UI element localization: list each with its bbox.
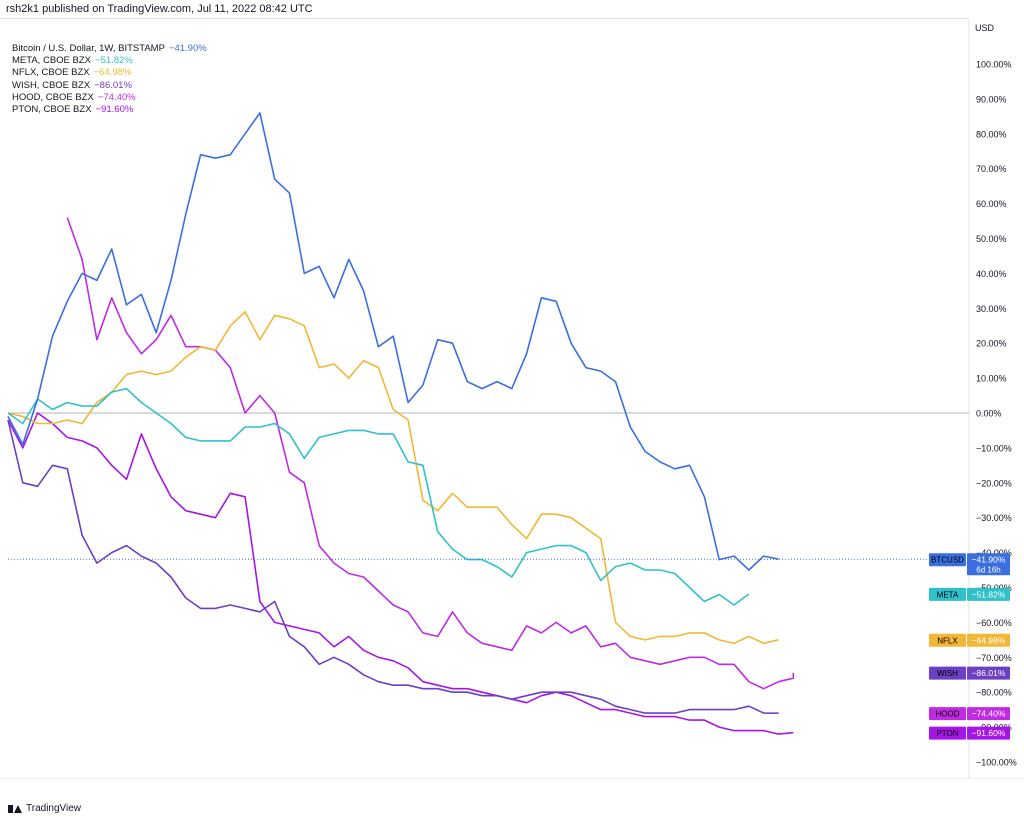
value-tag-ticker-bg	[929, 707, 966, 721]
value-tag-value: −64.98%	[972, 635, 1006, 645]
value-tag-value-bg	[967, 553, 1010, 576]
legend-series-name: META, CBOE BZX	[12, 55, 92, 67]
value-tag-ticker-bg	[929, 666, 966, 680]
series-line-meta	[7, 387, 750, 606]
legend-row[interactable]: PTON, CBOE BZX −91.60%	[12, 104, 207, 116]
value-tag-ticker-bg	[929, 587, 966, 601]
series-line-pton	[7, 412, 794, 735]
legend-row[interactable]: WISH, CBOE BZX −86.01%	[12, 80, 207, 92]
value-tag-value-bg	[967, 633, 1010, 647]
value-tag-ticker: BTCUSD	[931, 556, 964, 565]
footer: TradingView	[8, 803, 81, 814]
value-tag-pton: PTON −91.60%	[929, 726, 1010, 740]
y-tick-label: −80.00%	[976, 688, 1012, 698]
legend-series-value: −74.40%	[97, 91, 136, 103]
y-tick-label: 60.00%	[976, 199, 1007, 209]
y-tick-label: 0.00%	[976, 409, 1002, 419]
value-tag-ticker: PTON	[936, 729, 958, 738]
footer-brand: TradingView	[26, 803, 82, 814]
legend-series-name: PTON, CBOE BZX	[12, 104, 92, 116]
chart-area[interactable]: 100.00% 90.00% 80.00% 70.00% 60.00% 50.00% 40.…	[0, 18, 1024, 779]
value-tag-ticker: META	[937, 590, 959, 599]
value-tag-meta: META −51.82%	[929, 587, 1010, 601]
series-line-nflx	[7, 310, 779, 645]
value-tag-hood: HOOD −74.40%	[929, 707, 1010, 721]
legend-series-name: Bitcoin / U.S. Dollar, 1W, BITSTAMP	[12, 43, 165, 54]
y-tick-label: −60.00%	[976, 618, 1012, 628]
value-tag-value-bg	[967, 587, 1010, 601]
value-tag-nflx: NFLX −64.98%	[929, 633, 1010, 647]
series-line-hood	[66, 217, 795, 690]
value-tag-countdown: 6d 16h	[976, 566, 1000, 575]
value-tag-value: −86.01%	[972, 668, 1006, 678]
value-tag-ticker-bg	[929, 633, 966, 647]
value-tag-btcusd: BTCUSD −41.90%6d 16h	[929, 553, 1010, 576]
y-tick-label: 50.00%	[976, 234, 1007, 244]
y-tick-label: 90.00%	[976, 94, 1007, 104]
value-tag-ticker: NFLX	[937, 636, 958, 645]
y-tick-label: −30.00%	[976, 513, 1012, 523]
y-tick-label: 30.00%	[976, 304, 1007, 314]
value-tag-value-bg	[967, 707, 1010, 721]
series-line-wish	[7, 419, 779, 714]
value-tag-wish: WISH −86.01%	[929, 666, 1010, 680]
legend: Bitcoin / U.S. Dollar, 1W, BITSTAMP −41.9…	[12, 43, 207, 116]
published-by-line: rsh2k1 published on TradingView.com, Jul…	[6, 3, 313, 15]
y-tick-label: −10.00%	[976, 443, 1012, 453]
value-tag-ticker-bg	[929, 726, 966, 740]
series-line-btcusd	[7, 112, 779, 571]
value-tag-value: −91.60%	[972, 728, 1006, 738]
tradingview-logo-icon	[8, 804, 22, 813]
legend-series-value: −86.01%	[94, 79, 132, 91]
value-tag-value: −51.82%	[972, 589, 1006, 599]
chart-svg: 100.00% 90.00% 80.00% 70.00% 60.00% 50.00% 40.…	[0, 19, 1024, 779]
legend-series-value: −41.90%	[168, 43, 207, 54]
y-tick-label: −70.00%	[976, 653, 1012, 663]
value-tag-value-bg	[967, 726, 1010, 740]
legend-row[interactable]: HOOD, CBOE BZX −74.40%	[12, 92, 207, 104]
legend-series-name: HOOD, CBOE BZX	[12, 91, 94, 103]
legend-row[interactable]: NFLX, CBOE BZX −64.98%	[12, 67, 207, 79]
value-tag-ticker: HOOD	[936, 710, 960, 719]
legend-series-value: −51.82%	[95, 55, 133, 67]
y-tick-label: −40.00%	[976, 548, 1012, 558]
legend-series-value: −91.60%	[95, 104, 134, 116]
y-tick-label: 100.00%	[976, 60, 1012, 70]
value-tag-value: −74.40%	[972, 709, 1006, 719]
legend-row[interactable]: META, CBOE BZX −51.82%	[12, 55, 207, 67]
y-tick-label: 10.00%	[976, 374, 1007, 384]
legend-row[interactable]: Bitcoin / U.S. Dollar, 1W, BITSTAMP −41.9…	[12, 43, 207, 55]
value-tag-ticker-bg	[929, 553, 966, 567]
value-tag-value: −41.90%	[972, 555, 1006, 565]
y-tick-label: −20.00%	[976, 478, 1012, 488]
legend-series-name: NFLX, CBOE BZX	[12, 67, 90, 79]
y-tick-label: 20.00%	[976, 339, 1007, 349]
y-tick-label: −100.00%	[976, 758, 1017, 768]
currency-label: USD	[975, 23, 995, 33]
y-tick-label: 40.00%	[976, 269, 1007, 279]
y-tick-label: 80.00%	[976, 129, 1007, 139]
y-tick-label: 70.00%	[976, 164, 1007, 174]
legend-series-name: WISH, CBOE BZX	[12, 79, 91, 91]
legend-series-value: −64.98%	[93, 67, 132, 79]
value-tag-ticker: WISH	[937, 669, 958, 678]
value-tag-value-bg	[967, 666, 1010, 680]
